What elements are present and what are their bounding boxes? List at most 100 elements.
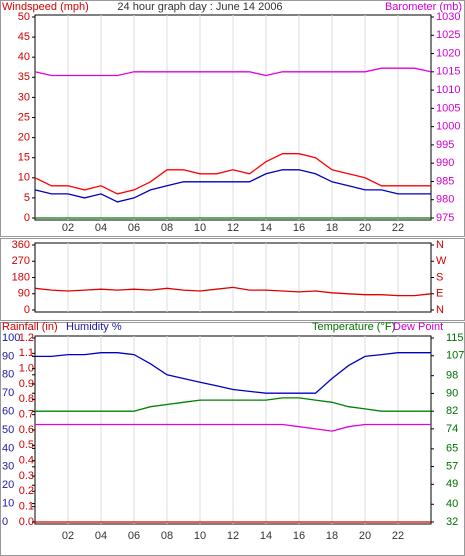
- y3-tick-label: 0.7: [19, 409, 34, 421]
- y2-tick-label: 975: [436, 212, 454, 224]
- y-tick-label: 50: [2, 424, 14, 436]
- y-tick-label: 30: [2, 461, 14, 473]
- y-tick-label: 100: [2, 332, 20, 344]
- series-line: [35, 423, 431, 432]
- y3-tick-label: 0.2: [19, 485, 34, 497]
- y2-tick-label: E: [436, 288, 443, 300]
- y2-tick-label: 65: [446, 443, 458, 455]
- y3-tick-label: 0.8: [19, 393, 34, 405]
- y2-tick-label: 1015: [436, 66, 460, 78]
- x-tick-label: 08: [161, 530, 173, 542]
- x-tick-label: 14: [260, 530, 272, 542]
- y-tick-label: 0: [24, 212, 30, 224]
- y-tick-label: 25: [18, 111, 30, 123]
- x-tick-label: 12: [227, 530, 239, 542]
- x-tick-label: 16: [293, 530, 305, 542]
- y2-tick-label: 74: [446, 423, 458, 435]
- x-tick-label: 06: [128, 530, 140, 542]
- y-tick-label: 15: [18, 152, 30, 164]
- x-tick-label: 18: [326, 530, 338, 542]
- x-tick-label: 22: [392, 530, 404, 542]
- y-tick-label: 20: [2, 479, 14, 491]
- y2-tick-label: 1000: [436, 121, 460, 133]
- y2-tick-label: W: [436, 255, 447, 267]
- y2-tick-label: 40: [446, 498, 458, 510]
- y-tick-label: 0: [2, 516, 8, 528]
- y3-tick-label: 1.1: [19, 347, 34, 359]
- y2-tick-label: 1025: [436, 29, 460, 41]
- legend-label: Temperature (°F): [312, 321, 395, 333]
- y-tick-label: 40: [2, 442, 14, 454]
- y-tick-label: 270: [12, 255, 30, 267]
- legend-label: Dew Point: [393, 321, 443, 333]
- x-tick-label: 20: [359, 530, 371, 542]
- y3-tick-label: 0.1: [19, 501, 34, 513]
- y2-tick-label: 1010: [436, 84, 460, 96]
- y3-tick-label: 0.0: [19, 516, 34, 528]
- y2-tick-label: 90: [446, 387, 458, 399]
- x-tick-label: 14: [260, 222, 272, 234]
- x-tick-label: 06: [128, 222, 140, 234]
- series-line: [34, 153, 431, 195]
- y-tick-label: 40: [18, 51, 30, 63]
- y2-axis-label: Barometer (mb): [385, 1, 462, 13]
- y2-tick-label: 98: [446, 370, 458, 382]
- y2-tick-label: 1030: [436, 11, 460, 23]
- x-tick-label: 16: [293, 222, 305, 234]
- x-tick-label: 04: [95, 222, 107, 234]
- series-line: [34, 67, 432, 77]
- y2-tick-label: 990: [436, 157, 454, 169]
- y2-tick-label: 1020: [436, 47, 460, 59]
- series-line: [35, 352, 431, 394]
- y-tick-label: 20: [18, 132, 30, 144]
- y-tick-label: 360: [12, 239, 30, 251]
- y2-tick-label: N: [436, 239, 444, 251]
- y2-tick-label: S: [436, 271, 443, 283]
- x-tick-label: 18: [326, 222, 338, 234]
- y3-tick-label: 0.3: [19, 470, 34, 482]
- y-tick-label: 10: [18, 172, 30, 184]
- y-tick-label: 10: [2, 498, 14, 510]
- series-line: [34, 286, 432, 297]
- x-tick-label: 20: [359, 222, 371, 234]
- y2-tick-label: 32: [446, 516, 458, 528]
- y-tick-label: 180: [12, 271, 30, 283]
- y3-tick-label: 1.2: [19, 332, 34, 344]
- legend-label: Rainfall (in): [2, 321, 58, 333]
- x-tick-label: 04: [95, 530, 107, 542]
- y2-tick-label: 57: [446, 460, 458, 472]
- y2-tick-label: N: [436, 304, 444, 316]
- y-tick-label: 80: [2, 369, 14, 381]
- x-tick-label: 10: [194, 222, 206, 234]
- y-tick-label: 50: [18, 11, 30, 23]
- y-tick-label: 0: [24, 304, 30, 316]
- y3-tick-label: 0.4: [19, 455, 34, 467]
- y-axis-label: Windspeed (mph): [2, 1, 89, 13]
- y2-tick-label: 82: [446, 405, 458, 417]
- y2-tick-label: 115: [446, 332, 464, 344]
- y-tick-label: 70: [2, 387, 14, 399]
- x-tick-label: 02: [62, 222, 74, 234]
- series-line: [35, 397, 431, 412]
- y-tick-label: 90: [18, 288, 30, 300]
- y2-tick-label: 49: [446, 478, 458, 490]
- y-tick-label: 60: [2, 406, 14, 418]
- chart-title: 24 hour graph day : June 14 2006: [117, 1, 282, 13]
- y2-tick-label: 985: [436, 175, 454, 187]
- y-tick-label: 45: [18, 31, 30, 43]
- x-tick-label: 22: [392, 222, 404, 234]
- y-tick-label: 5: [24, 192, 30, 204]
- x-tick-label: 02: [62, 530, 74, 542]
- y3-tick-label: 1.0: [19, 363, 34, 375]
- y2-tick-label: 980: [436, 194, 454, 206]
- y-tick-label: 35: [18, 71, 30, 83]
- series-line: [34, 169, 431, 203]
- x-tick-label: 12: [227, 222, 239, 234]
- y3-tick-label: 0.5: [19, 439, 34, 451]
- x-tick-label: 08: [161, 222, 173, 234]
- y2-tick-label: 107: [446, 350, 464, 362]
- x-tick-label: 10: [194, 530, 206, 542]
- y3-tick-label: 0.6: [19, 424, 34, 436]
- y-tick-label: 90: [2, 350, 14, 362]
